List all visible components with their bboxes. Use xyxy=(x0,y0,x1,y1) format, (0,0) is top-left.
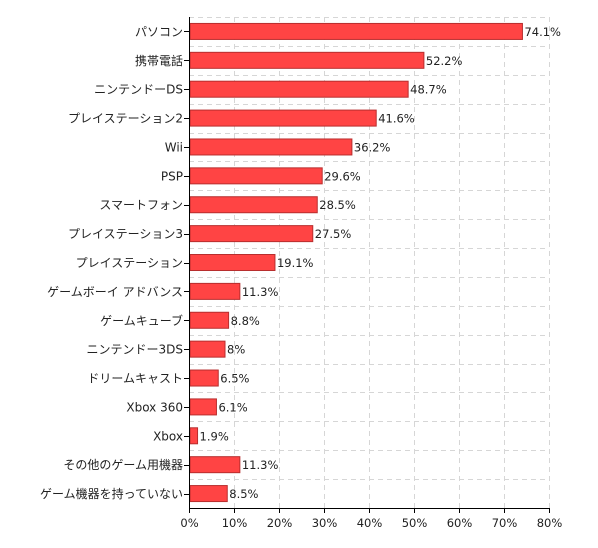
bar-13 xyxy=(189,398,217,416)
bar-6 xyxy=(189,196,318,214)
category-label: ゲームボーイ アドバンス xyxy=(47,285,183,299)
bar-10 xyxy=(189,311,230,329)
category-label: Xbox 360 xyxy=(126,400,183,414)
x-tick-label: 40% xyxy=(357,516,383,530)
value-label: 36.2% xyxy=(354,140,391,154)
x-tick-label: 80% xyxy=(537,516,563,530)
bar-5 xyxy=(189,167,323,185)
category-label: スマートフォン xyxy=(99,198,183,212)
category-label: プレイステーション2 xyxy=(68,112,183,126)
category-label: パソコン xyxy=(135,25,183,39)
x-tick-label: 0% xyxy=(180,516,198,530)
value-label: 52.2% xyxy=(426,54,463,68)
value-label: 6.5% xyxy=(220,372,249,386)
category-label: プレイステーション3 xyxy=(68,227,183,241)
bar-12 xyxy=(189,369,219,387)
grid-lines xyxy=(189,17,550,508)
category-label: プレイステーション xyxy=(76,256,183,270)
bar-7 xyxy=(189,225,314,243)
category-label: ゲーム機器を持っていない xyxy=(40,486,183,501)
category-label: その他のゲーム用機器 xyxy=(63,457,183,472)
bar-14 xyxy=(189,427,199,445)
value-label: 11.3% xyxy=(242,285,279,299)
value-label: 6.1% xyxy=(218,400,247,414)
bar-3 xyxy=(189,109,377,127)
value-label: 8.5% xyxy=(229,487,258,501)
category-label: ドリームキャスト xyxy=(87,372,183,386)
bar-4 xyxy=(189,138,353,156)
bar-0 xyxy=(189,22,523,40)
x-tick-label: 50% xyxy=(402,516,428,530)
x-tick-label: 20% xyxy=(267,516,293,530)
axes xyxy=(184,17,550,513)
category-label: ニンテンドー3DS xyxy=(87,343,184,357)
value-label: 19.1% xyxy=(277,256,314,270)
category-label: ニンテンドーDS xyxy=(94,83,183,97)
value-label: 1.9% xyxy=(200,429,229,443)
value-label: 28.5% xyxy=(319,198,356,212)
category-label: Xbox xyxy=(153,429,183,443)
bar-1 xyxy=(189,51,425,69)
value-label: 74.1% xyxy=(524,25,561,39)
bar-8 xyxy=(189,254,276,271)
bar-15 xyxy=(189,456,241,474)
bar-16 xyxy=(189,485,228,503)
value-label: 41.6% xyxy=(378,112,415,126)
bars xyxy=(189,22,523,503)
category-label: 携帯電話 xyxy=(135,53,183,68)
x-tick-label: 60% xyxy=(447,516,473,530)
category-label: PSP xyxy=(161,169,183,183)
value-label: 48.7% xyxy=(410,83,447,97)
bar-11 xyxy=(189,340,226,358)
category-label: Wii xyxy=(165,140,183,154)
x-tick-label: 70% xyxy=(492,516,518,530)
bar-2 xyxy=(189,80,409,98)
labels: 0% 10% 20% 30% 40% 50% 60% 70% 80% パソコン 74.1% 携帯電話 5… xyxy=(40,25,562,530)
bar-9 xyxy=(189,282,241,300)
category-label: ゲームキューブ xyxy=(100,313,183,328)
value-label: 27.5% xyxy=(315,227,352,241)
value-label: 8.8% xyxy=(231,314,260,328)
value-label: 8% xyxy=(227,343,245,357)
x-tick-label: 30% xyxy=(312,516,338,530)
value-label: 29.6% xyxy=(324,169,361,183)
x-tick-label: 10% xyxy=(222,516,248,530)
value-label: 11.3% xyxy=(242,458,279,472)
